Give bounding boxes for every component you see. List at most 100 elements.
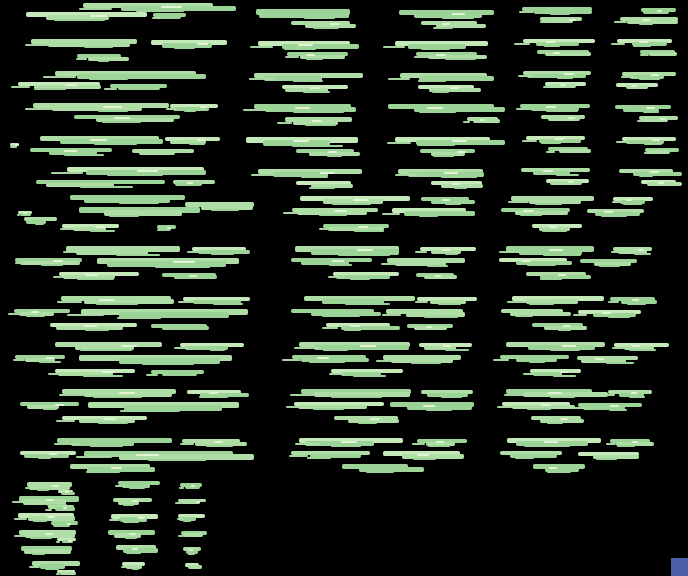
- smudge-segment: [289, 455, 308, 457]
- text-smudge-top: [166, 104, 222, 112]
- smudge-segment: [595, 358, 604, 360]
- smudge-segment: [73, 227, 106, 231]
- smudge-segment: [493, 359, 509, 361]
- smudge-segment: [189, 549, 193, 551]
- smudge-segment: [540, 278, 562, 280]
- smudge-segment: [188, 553, 195, 555]
- smudge-segment: [86, 471, 120, 473]
- smudge-segment: [14, 309, 70, 313]
- smudge-segment: [497, 406, 513, 408]
- text-smudge-middle: [288, 309, 381, 317]
- smudge-segment: [301, 176, 328, 178]
- smudge-segment: [138, 517, 145, 519]
- smudge-segment: [639, 23, 653, 25]
- smudge-segment: [117, 317, 161, 319]
- smudge-segment: [249, 78, 274, 80]
- smudge-segment: [299, 342, 410, 347]
- text-smudge-middle: [59, 389, 176, 398]
- smudge-segment: [102, 121, 141, 123]
- text-smudge-top: [388, 73, 496, 82]
- smudge-segment: [29, 566, 40, 568]
- smudge-segment: [329, 373, 345, 375]
- smudge-segment: [431, 200, 475, 204]
- smudge-segment: [543, 254, 581, 256]
- smudge-segment: [57, 301, 82, 303]
- text-smudge-middle: [60, 224, 122, 232]
- smudge-segment: [542, 230, 567, 232]
- smudge-segment: [139, 151, 175, 155]
- smudge-segment: [298, 44, 313, 46]
- smudge-segment: [507, 301, 528, 303]
- smudge-segment: [332, 203, 371, 205]
- smudge-segment: [623, 108, 659, 112]
- smudge-segment: [606, 443, 616, 445]
- text-smudge-middle: [530, 224, 586, 232]
- smudge-segment: [383, 451, 460, 456]
- smudge-segment: [53, 276, 73, 278]
- smudge-segment: [119, 312, 229, 318]
- smudge-segment: [626, 85, 648, 89]
- smudge-segment: [560, 371, 568, 373]
- smudge-segment: [88, 57, 129, 61]
- text-smudge-middle: [157, 225, 177, 232]
- text-smudge-middle: [382, 208, 475, 217]
- smudge-segment: [616, 141, 629, 143]
- smudge-segment: [328, 276, 345, 278]
- smudge-segment: [306, 54, 315, 56]
- smudge-segment: [118, 86, 160, 90]
- text-smudge-middle: [78, 355, 244, 365]
- smudge-segment: [540, 419, 584, 423]
- text-smudge-bottom_table: [183, 547, 203, 555]
- smudge-segment: [121, 566, 127, 568]
- smudge-segment: [357, 249, 373, 251]
- text-smudge-middle: [415, 273, 457, 280]
- smudge-segment: [344, 329, 361, 331]
- smudge-segment: [523, 392, 608, 397]
- smudge-segment: [436, 54, 446, 56]
- smudge-segment: [90, 445, 123, 447]
- smudge-segment: [593, 313, 636, 317]
- text-smudge-bottom_table: [115, 481, 162, 489]
- smudge-segment: [119, 202, 159, 204]
- smudge-segment: [617, 445, 635, 447]
- text-smudge-middle: [294, 342, 410, 351]
- text-smudge-top: [545, 179, 590, 186]
- smudge-segment: [622, 72, 676, 76]
- smudge-segment: [609, 409, 627, 411]
- smudge-segment: [594, 262, 631, 266]
- smudge-segment: [407, 405, 472, 410]
- smudge-segment: [311, 184, 353, 188]
- smudge-segment: [577, 356, 638, 360]
- text-smudge-top: [463, 117, 500, 124]
- smudge-segment: [358, 422, 377, 424]
- smudge-segment: [75, 345, 134, 350]
- smudge-segment: [94, 143, 137, 145]
- smudge-segment: [341, 326, 400, 330]
- smudge-segment: [334, 416, 398, 420]
- smudge-segment: [189, 275, 197, 277]
- smudge-segment: [330, 23, 340, 25]
- smudge-segment: [213, 303, 243, 305]
- smudge-segment: [442, 249, 450, 251]
- smudge-segment: [631, 85, 637, 87]
- smudge-segment: [501, 208, 570, 212]
- smudge-segment: [303, 91, 330, 93]
- smudge-segment: [438, 303, 461, 305]
- smudge-segment: [18, 82, 100, 86]
- text-smudge-middle: [493, 355, 570, 363]
- smudge-segment: [83, 3, 213, 8]
- text-smudge-middle: [85, 402, 251, 412]
- text-smudge-middle: [578, 259, 644, 267]
- text-smudge-middle: [54, 438, 172, 447]
- smudge-segment: [604, 211, 613, 213]
- text-smudge-bottom_table: [175, 499, 210, 505]
- smudge-segment: [415, 251, 427, 253]
- smudge-segment: [445, 58, 476, 60]
- smudge-segment: [560, 84, 566, 86]
- smudge-segment: [178, 514, 205, 518]
- smudge-segment: [104, 418, 116, 420]
- smudge-segment: [562, 345, 576, 347]
- smudge-segment: [331, 369, 403, 373]
- smudge-segment: [539, 139, 581, 143]
- text-smudge-middle: [48, 369, 144, 377]
